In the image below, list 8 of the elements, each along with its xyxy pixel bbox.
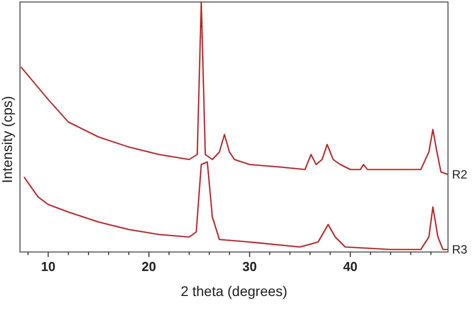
x-tick-label: 30	[242, 259, 257, 274]
x-tick-label: 40	[343, 259, 358, 274]
series-label: R3	[452, 242, 468, 256]
y-axis-title: Intensity (cps)	[0, 96, 15, 184]
x-tick-label: 10	[40, 259, 56, 274]
x-tick-label: 20	[142, 259, 156, 274]
series-label: R2	[452, 168, 468, 182]
x-axis-title: 2 theta (degrees)	[180, 283, 288, 299]
